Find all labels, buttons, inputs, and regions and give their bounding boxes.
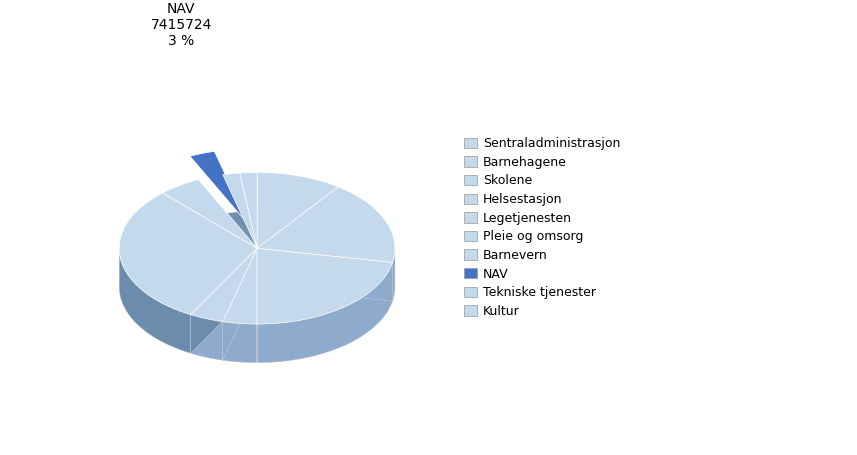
Polygon shape: [240, 172, 257, 248]
Polygon shape: [190, 248, 257, 322]
Polygon shape: [223, 322, 257, 363]
Polygon shape: [223, 173, 257, 248]
Polygon shape: [393, 248, 395, 301]
Polygon shape: [190, 315, 223, 360]
Text: NAV
7415724
3 %: NAV 7415724 3 %: [151, 2, 212, 48]
Polygon shape: [190, 152, 249, 225]
Polygon shape: [257, 263, 393, 363]
Polygon shape: [119, 248, 190, 353]
Polygon shape: [257, 248, 393, 324]
Polygon shape: [257, 187, 395, 263]
Polygon shape: [223, 248, 257, 360]
Polygon shape: [257, 248, 393, 301]
Polygon shape: [163, 180, 257, 248]
Polygon shape: [223, 248, 257, 324]
Polygon shape: [257, 248, 393, 301]
Ellipse shape: [119, 211, 395, 363]
Polygon shape: [190, 248, 257, 353]
Polygon shape: [223, 248, 257, 360]
Polygon shape: [119, 193, 257, 315]
Polygon shape: [190, 248, 257, 353]
Legend: Sentraladministrasjon, Barnehagene, Skolene, Helsestasjon, Legetjenesten, Pleie : Sentraladministrasjon, Barnehagene, Skol…: [460, 133, 624, 322]
Polygon shape: [257, 172, 339, 248]
